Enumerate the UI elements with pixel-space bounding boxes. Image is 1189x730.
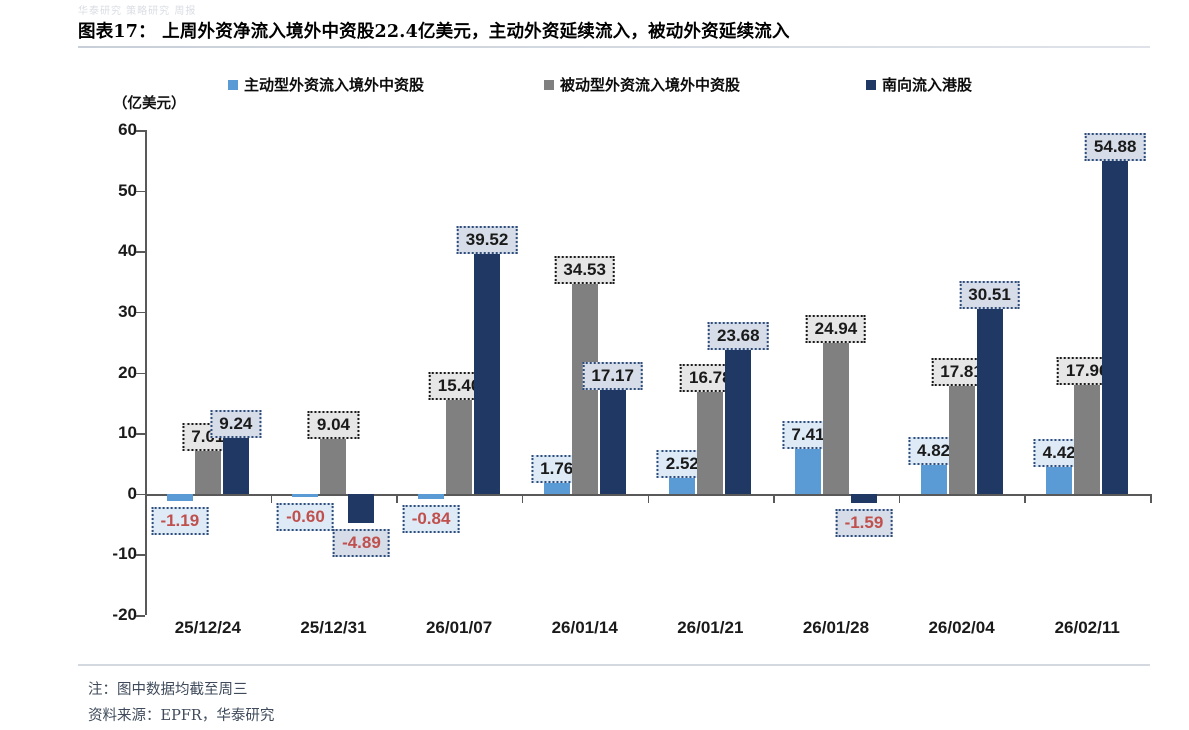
data-label-south: 39.52 xyxy=(456,226,518,255)
y-axis-line xyxy=(145,130,147,615)
x-axis-tick xyxy=(1024,493,1026,503)
legend-item-active[interactable]: 主动型外资流入境外中资股 xyxy=(228,74,424,95)
bar-passive[interactable] xyxy=(948,385,975,494)
y-tick-label: 60 xyxy=(118,120,137,139)
legend-swatch-icon xyxy=(544,79,554,90)
x-axis-tick xyxy=(521,493,524,503)
legend-swatch-icon xyxy=(228,79,238,90)
data-label-active: 7.41 xyxy=(782,420,834,449)
bar-active[interactable] xyxy=(920,464,947,494)
x-category-label: 26/01/28 xyxy=(802,618,870,637)
data-label-passive: 34.53 xyxy=(554,256,615,285)
data-label-south: -4.89 xyxy=(333,529,390,558)
data-label-south: 30.51 xyxy=(959,280,1020,309)
bar-active[interactable] xyxy=(543,483,570,494)
bar-active[interactable] xyxy=(166,493,193,501)
data-label-passive: 24.94 xyxy=(805,314,867,343)
y-axis-unit-label: （亿美元） xyxy=(113,95,186,112)
x-axis-tick xyxy=(396,493,398,503)
legend-item-passive[interactable]: 被动型外资流入境外中资股 xyxy=(544,74,740,95)
x-axis-tick-labels: 25/12/24 25/12/31 26/01/07 26/01/14 26/01/21… xyxy=(145,0,1150,730)
chart-note: 注：图中数据均截至周三 xyxy=(88,682,248,698)
y-tick-label: 0 xyxy=(127,483,137,503)
x-category-label: 26/02/11 xyxy=(1054,618,1120,637)
bar-active[interactable] xyxy=(669,478,696,494)
bar-active[interactable] xyxy=(418,493,445,499)
data-label-active: -0.84 xyxy=(402,504,460,533)
chart-source: 资料来源：EPFR，华泰研究 xyxy=(88,708,275,724)
bar-active[interactable] xyxy=(292,493,319,498)
bar-south[interactable] xyxy=(976,308,1003,494)
bar-south[interactable] xyxy=(348,493,375,524)
data-label-active: -1.19 xyxy=(151,506,209,535)
y-tick-label: 10 xyxy=(118,423,137,443)
page-title: 图表17： 上周外资净流入境外中资股22.4亿美元，主动外资延续流入，被动外资延… xyxy=(78,22,790,42)
y-tick-label: 50 xyxy=(118,180,137,200)
legend-swatch-icon xyxy=(866,79,876,90)
bar-passive[interactable] xyxy=(822,342,849,494)
x-category-label: 26/01/07 xyxy=(425,618,493,637)
y-tick-label: 40 xyxy=(118,241,137,261)
bar-active[interactable] xyxy=(794,448,821,494)
y-tick-label: 20 xyxy=(118,362,137,382)
title-divider xyxy=(78,46,1150,48)
x-category-label: 26/01/21 xyxy=(677,618,744,637)
watermark-text: 华泰研究 策略研究 周报 xyxy=(78,6,197,17)
data-label-south: 54.88 xyxy=(1084,133,1146,162)
bar-south[interactable] xyxy=(1102,161,1129,494)
y-axis-tick xyxy=(136,554,145,556)
data-label-south: 9.24 xyxy=(210,409,262,438)
bar-south[interactable] xyxy=(222,437,249,494)
y-axis-tick xyxy=(136,251,145,253)
legend-item-south[interactable]: 南向流入港股 xyxy=(866,74,972,95)
y-tick-label: 30 xyxy=(118,301,137,321)
legend-item-label: 被动型外资流入境外中资股 xyxy=(560,76,741,94)
data-label-south: -1.59 xyxy=(835,509,893,538)
bar-active[interactable] xyxy=(1046,466,1073,494)
x-axis-tick xyxy=(773,493,775,503)
x-axis-tick xyxy=(145,493,147,503)
y-axis-tick-labels: 60 50 40 30 20 10 0 -10 -20 xyxy=(95,120,137,624)
x-axis-tick xyxy=(898,493,901,503)
bar-passive[interactable] xyxy=(1074,384,1101,494)
bar-passive[interactable] xyxy=(320,438,347,494)
y-tick-label: -20 xyxy=(112,605,137,624)
bar-passive[interactable] xyxy=(697,392,724,494)
x-axis-tick xyxy=(647,493,650,503)
bar-passive[interactable] xyxy=(194,451,221,494)
bar-south[interactable] xyxy=(599,389,626,494)
data-label-south: 23.68 xyxy=(708,322,769,351)
x-category-label: 25/12/24 xyxy=(174,618,241,637)
x-axis-tick xyxy=(270,493,273,503)
data-label-south: 17.17 xyxy=(582,361,643,390)
bar-south[interactable] xyxy=(850,493,877,504)
plot-area: -1.19 7.01 9.24 -0.60 9.04 -4.89 -0.84 15.40 39.… xyxy=(136,130,1152,617)
legend-item-label: 南向流入港股 xyxy=(882,76,973,94)
chart-legend: 主动型外资流入境外中资股 被动型外资流入境外中资股 南向流入港股 xyxy=(228,74,1028,96)
bar-south[interactable] xyxy=(725,350,752,494)
y-axis-tick xyxy=(136,493,145,496)
x-category-label: 26/01/14 xyxy=(551,618,618,637)
bar-passive[interactable] xyxy=(446,400,473,494)
y-axis-tick xyxy=(136,311,145,314)
bar-south[interactable] xyxy=(474,254,501,494)
data-label-active: -0.60 xyxy=(277,503,334,532)
x-category-label: 26/02/04 xyxy=(928,618,995,637)
x-axis-tick xyxy=(1150,493,1152,503)
x-category-label: 25/12/31 xyxy=(300,618,367,637)
y-axis-tick xyxy=(136,372,145,375)
footer-divider xyxy=(78,664,1150,666)
y-tick-label: -10 xyxy=(112,544,137,564)
y-axis-tick xyxy=(136,433,145,435)
y-axis-tick xyxy=(136,130,145,132)
data-label-passive: 15.40 xyxy=(428,372,490,401)
legend-item-label: 主动型外资流入境外中资股 xyxy=(244,76,425,94)
y-axis-tick xyxy=(136,615,145,617)
data-label-passive: 9.04 xyxy=(307,410,359,439)
y-axis-tick xyxy=(136,190,145,193)
